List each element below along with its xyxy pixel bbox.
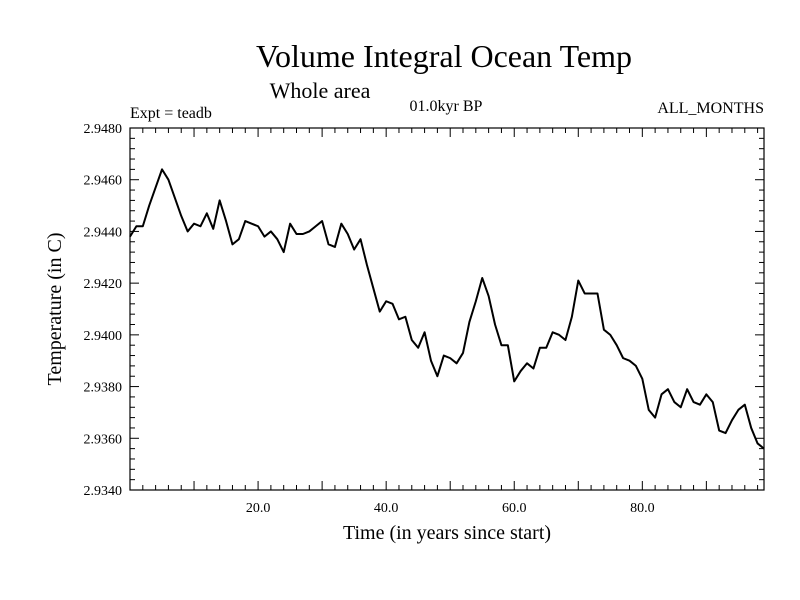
experiment-label: Expt = teadb [130,105,212,122]
y-tick-label: 2.9420 [84,277,123,292]
x-axis-label: Time (in years since start) [343,522,551,544]
plot-frame [129,127,765,491]
chart-title: Volume Integral Ocean Temp [256,38,632,74]
months-label: ALL_MONTHS [657,100,764,117]
y-tick-labels: 2.9340 2.9360 2.9380 2.9400 2.9420 2.9440 2.94… [84,122,123,499]
y-tick-label: 2.9440 [84,225,123,240]
period-label: 01.0kyr BP [410,98,483,115]
y-axis-label: Temperature (in C) [44,233,66,386]
y-tick-label: 2.9340 [84,484,123,499]
x-tick-label: 80.0 [630,501,655,516]
x-tick-label: 40.0 [374,501,399,516]
y-tick-label: 2.9380 [84,381,123,396]
temperature-series-line [129,168,765,450]
y-tick-label: 2.9480 [84,122,123,137]
x-tick-label: 20.0 [246,501,271,516]
x-tick-labels: 20.0 40.0 60.0 80.0 [246,501,655,516]
y-tick-label: 2.9360 [84,432,123,447]
tick-group [130,128,764,490]
x-tick-label: 60.0 [502,501,527,516]
y-tick-label: 2.9460 [84,174,123,189]
chart-subtitle: Whole area [270,78,371,103]
y-tick-label: 2.9400 [84,329,123,344]
